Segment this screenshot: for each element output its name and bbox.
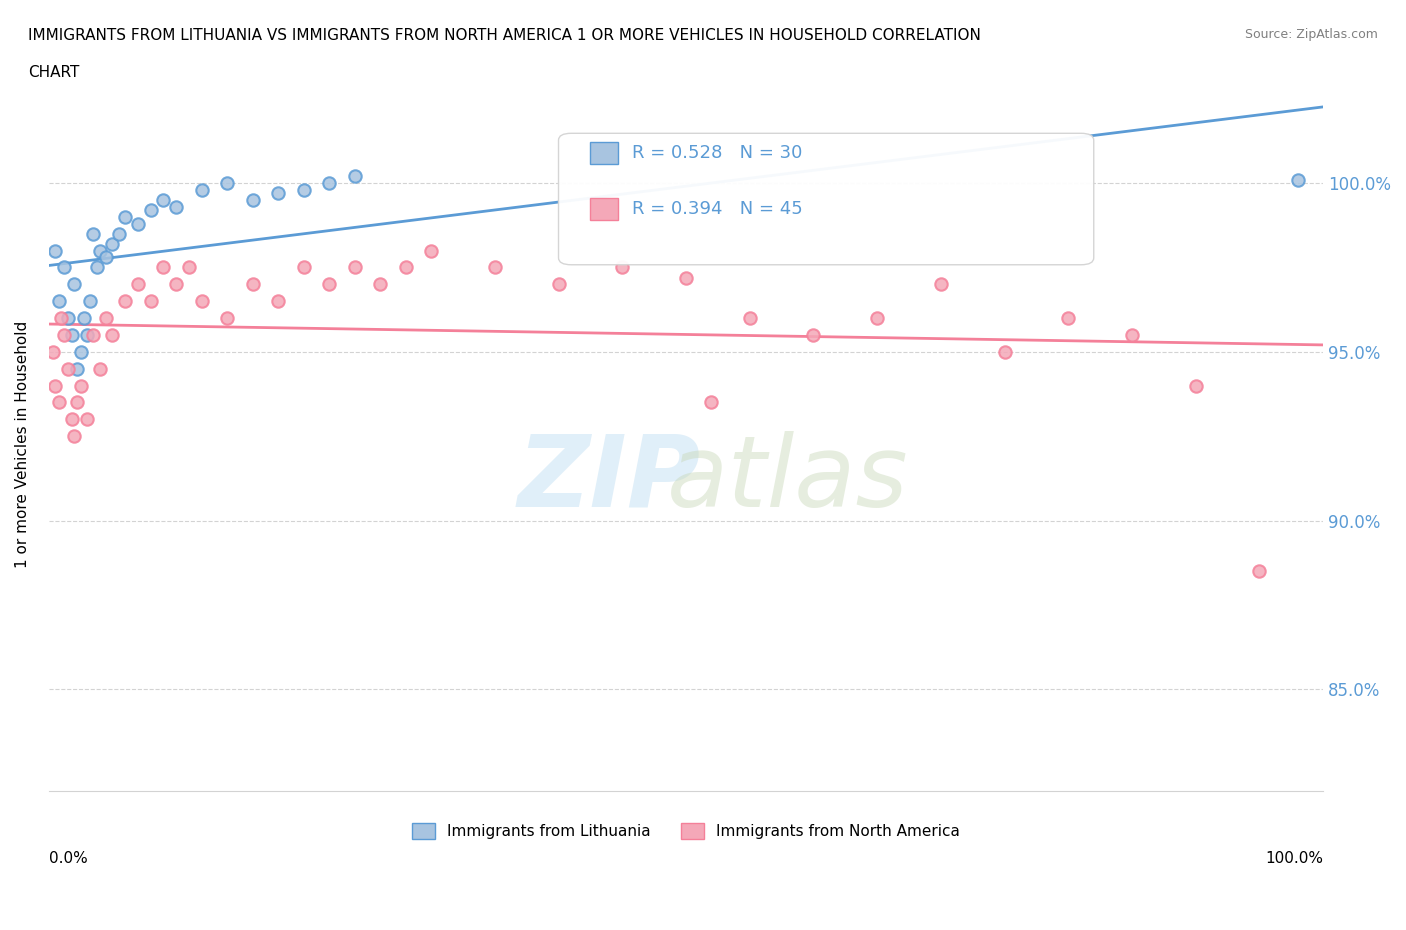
Point <box>108 226 131 241</box>
Point <box>94 311 117 325</box>
Point <box>368 277 391 292</box>
Point <box>94 250 117 265</box>
Point <box>152 260 174 275</box>
Point <box>165 277 187 292</box>
Point <box>1184 379 1206 393</box>
Point <box>139 203 162 218</box>
Point <box>127 277 149 292</box>
Point <box>394 260 416 275</box>
Point <box>152 193 174 207</box>
Point <box>69 379 91 393</box>
Point <box>86 260 108 275</box>
Point <box>48 294 70 309</box>
Point <box>343 169 366 184</box>
Point <box>1286 172 1309 187</box>
Point <box>60 412 83 427</box>
Y-axis label: 1 or more Vehicles in Household: 1 or more Vehicles in Household <box>15 321 30 568</box>
Point <box>48 395 70 410</box>
Point <box>82 226 104 241</box>
Point <box>484 260 506 275</box>
Point <box>866 311 889 325</box>
Text: atlas: atlas <box>666 431 908 527</box>
Point <box>82 327 104 342</box>
Point <box>190 182 212 197</box>
Point <box>53 260 76 275</box>
Point <box>41 344 63 359</box>
Point <box>242 277 264 292</box>
Point <box>803 327 825 342</box>
Point <box>63 277 86 292</box>
Point <box>139 294 162 309</box>
Point <box>76 412 98 427</box>
Point <box>89 361 111 376</box>
FancyBboxPatch shape <box>558 133 1094 265</box>
Point <box>44 379 66 393</box>
Point <box>1057 311 1080 325</box>
Point <box>292 182 315 197</box>
Point <box>114 294 136 309</box>
Text: R = 0.394   N = 45: R = 0.394 N = 45 <box>633 200 803 218</box>
Text: 100.0%: 100.0% <box>1265 851 1323 867</box>
Point <box>700 395 723 410</box>
Point <box>69 344 91 359</box>
Point <box>675 270 697 285</box>
Text: IMMIGRANTS FROM LITHUANIA VS IMMIGRANTS FROM NORTH AMERICA 1 OR MORE VEHICLES IN: IMMIGRANTS FROM LITHUANIA VS IMMIGRANTS … <box>28 28 981 43</box>
Point <box>101 327 124 342</box>
Point <box>53 327 76 342</box>
Point <box>76 327 98 342</box>
Text: 0.0%: 0.0% <box>49 851 87 867</box>
Text: CHART: CHART <box>28 65 80 80</box>
Point <box>73 311 96 325</box>
Point <box>318 277 340 292</box>
Point <box>89 243 111 258</box>
Point <box>56 311 79 325</box>
Point <box>63 429 86 444</box>
Point <box>165 199 187 214</box>
Text: R = 0.528   N = 30: R = 0.528 N = 30 <box>633 144 803 163</box>
Point <box>292 260 315 275</box>
Point <box>738 311 761 325</box>
Point <box>101 236 124 251</box>
Point <box>318 176 340 191</box>
Point <box>56 361 79 376</box>
Point <box>420 243 443 258</box>
Point <box>177 260 200 275</box>
Point <box>267 294 290 309</box>
Point <box>127 216 149 231</box>
Point <box>79 294 101 309</box>
FancyBboxPatch shape <box>591 198 619 219</box>
Text: Source: ZipAtlas.com: Source: ZipAtlas.com <box>1244 28 1378 41</box>
Point <box>267 186 290 201</box>
Point <box>217 176 239 191</box>
Point <box>1249 564 1271 578</box>
Point <box>612 260 634 275</box>
Point <box>114 209 136 224</box>
Point <box>44 243 66 258</box>
Point <box>547 277 569 292</box>
Point <box>66 361 89 376</box>
Point <box>51 311 73 325</box>
Point <box>66 395 89 410</box>
Point <box>190 294 212 309</box>
FancyBboxPatch shape <box>591 142 619 165</box>
Point <box>242 193 264 207</box>
Legend: Immigrants from Lithuania, Immigrants from North America: Immigrants from Lithuania, Immigrants fr… <box>406 817 966 845</box>
Point <box>217 311 239 325</box>
Point <box>993 344 1015 359</box>
Point <box>1121 327 1143 342</box>
Text: ZIP: ZIP <box>517 431 702 527</box>
Point <box>60 327 83 342</box>
Point <box>343 260 366 275</box>
Point <box>929 277 952 292</box>
